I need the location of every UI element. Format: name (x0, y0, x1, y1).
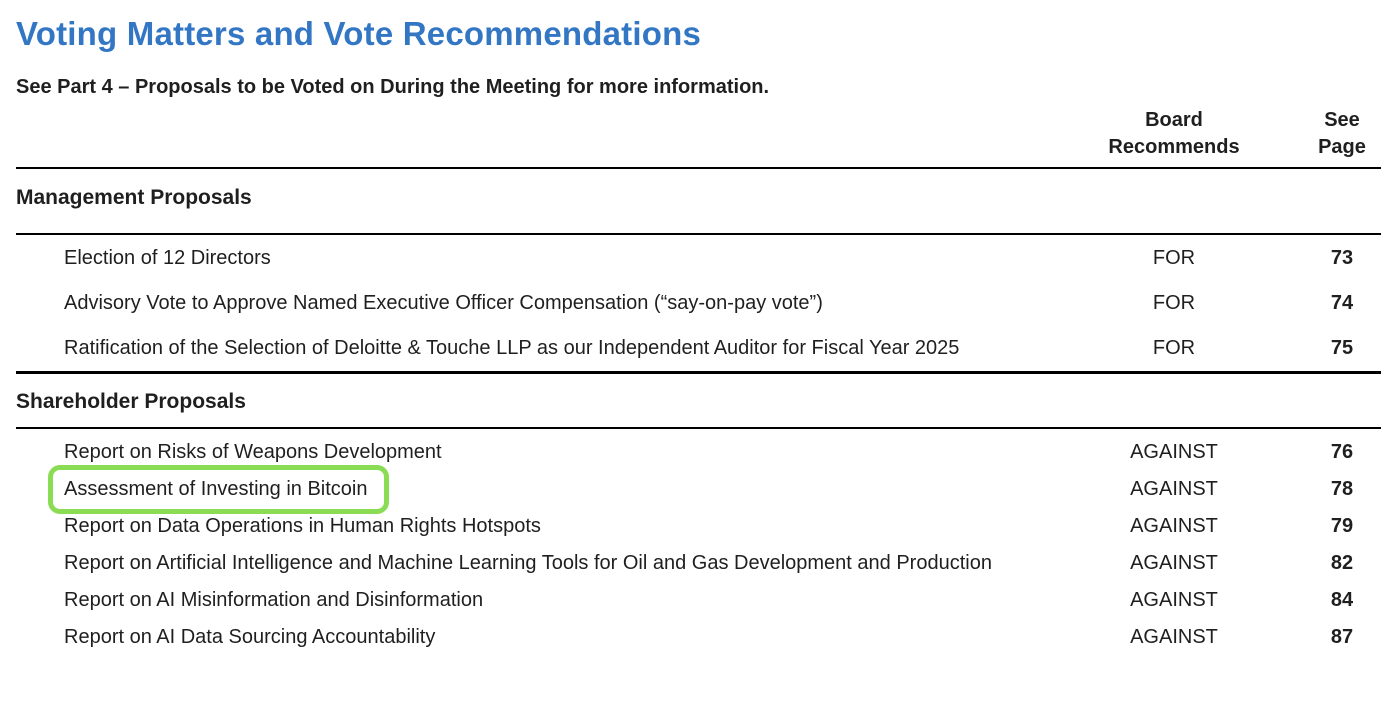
header-spacer (16, 107, 1045, 161)
shareholder-rows: Report on Risks of Weapons Development A… (16, 429, 1381, 651)
board-recommendation: FOR (1152, 246, 1196, 269)
board-recommendation: AGAINST (1130, 514, 1218, 537)
section-heading-shareholder-proposals: Shareholder Proposals (16, 374, 1381, 429)
page-number: 73 (1330, 246, 1354, 269)
table-row: Report on AI Misinformation and Disinfor… (16, 587, 1381, 614)
table-row: Report on Artificial Intelligence and Ma… (16, 550, 1381, 577)
document-page: Voting Matters and Vote Recommendations … (0, 14, 1390, 665)
proposal-title: Report on AI Misinformation and Disinfor… (64, 588, 484, 611)
proposal-title: Election of 12 Directors (64, 246, 271, 269)
board-recommendation: AGAINST (1130, 440, 1218, 463)
table-row: Election of 12 Directors FOR 73 (16, 245, 1381, 272)
column-header-board-recommends: Board Recommends (1108, 108, 1240, 158)
highlighted-proposal-text: Assessment of Investing in Bitcoin (64, 477, 368, 500)
section-management-proposals: Management Proposals Election of 12 Dire… (16, 169, 1381, 374)
page-title: Voting Matters and Vote Recommendations (16, 15, 701, 52)
table-row: Report on Data Operations in Human Right… (16, 513, 1381, 540)
column-header-see-page: See Page (1318, 108, 1366, 158)
board-recommendation: AGAINST (1130, 477, 1218, 500)
proposal-title: Advisory Vote to Approve Named Executive… (64, 291, 823, 314)
section-shareholder-proposals: Shareholder Proposals Report on Risks of… (16, 374, 1381, 651)
board-recommendation: FOR (1152, 336, 1196, 359)
page-subtitle: See Part 4 – Proposals to be Voted on Du… (16, 75, 770, 98)
proposal-title: Ratification of the Selection of Deloitt… (64, 336, 960, 359)
page-number: 79 (1330, 514, 1354, 537)
page-number: 74 (1330, 291, 1354, 314)
proposal-title: Assessment of Investing in Bitcoin (16, 464, 1045, 514)
table-row: Report on Risks of Weapons Development A… (16, 439, 1381, 466)
table-row: Assessment of Investing in Bitcoin AGAIN… (16, 464, 1381, 514)
page-number: 87 (1330, 625, 1354, 648)
board-recommendation: AGAINST (1130, 588, 1218, 611)
section-heading-management-proposals: Management Proposals (16, 169, 1381, 235)
proposal-title: Report on AI Data Sourcing Accountabilit… (64, 625, 436, 648)
board-recommendation: FOR (1152, 291, 1196, 314)
table-header-row: Board Recommends See Page (16, 107, 1381, 169)
board-recommendation: AGAINST (1130, 551, 1218, 574)
page-number: 82 (1330, 551, 1354, 574)
highlight-box: Assessment of Investing in Bitcoin (48, 464, 390, 514)
table-row: Ratification of the Selection of Deloitt… (16, 335, 1381, 362)
management-rows: Election of 12 Directors FOR 73 Advisory… (16, 235, 1381, 374)
board-recommendation: AGAINST (1130, 625, 1218, 648)
proposal-title: Report on Risks of Weapons Development (64, 440, 442, 463)
page-number: 84 (1330, 588, 1354, 611)
table-row: Advisory Vote to Approve Named Executive… (16, 290, 1381, 317)
table-row: Report on AI Data Sourcing Accountabilit… (16, 624, 1381, 651)
page-number: 75 (1330, 336, 1354, 359)
proposal-title: Report on Data Operations in Human Right… (64, 514, 541, 537)
proposal-title: Report on Artificial Intelligence and Ma… (64, 551, 992, 574)
page-number: 78 (1330, 477, 1354, 500)
page-number: 76 (1330, 440, 1354, 463)
